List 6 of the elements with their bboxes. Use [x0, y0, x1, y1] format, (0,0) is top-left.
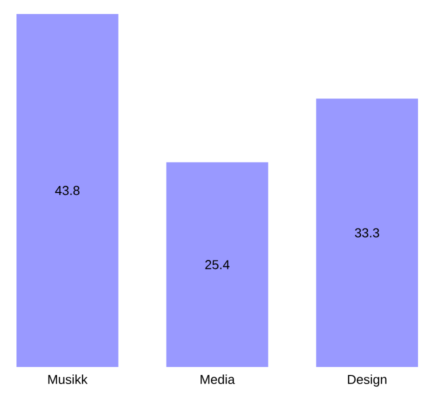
x-tick-label: Musikk: [48, 374, 88, 384]
data-label: 43.8: [55, 186, 80, 196]
data-label: 33.3: [354, 228, 380, 238]
x-tick-label: Design: [348, 374, 386, 387]
x-tick-label: Media: [200, 374, 235, 384]
data-label: 25.4: [205, 260, 230, 270]
